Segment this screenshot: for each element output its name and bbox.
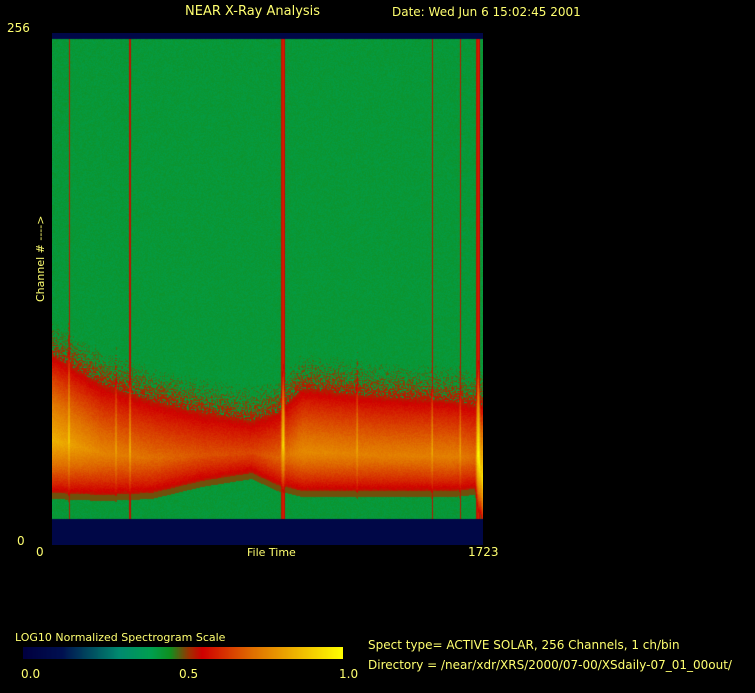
colorscale-label: LOG10 Normalized Spectrogram Scale xyxy=(15,631,226,644)
x-axis-label: File Time xyxy=(247,546,296,559)
spect-type-info: Spect type= ACTIVE SOLAR, 256 Channels, … xyxy=(368,638,680,652)
colorscale-tick-0: 0.0 xyxy=(21,667,41,681)
x-tick-max: 1723 xyxy=(468,545,499,559)
colorscale-tick-05: 0.5 xyxy=(179,667,199,681)
y-tick-min: 0 xyxy=(17,534,25,548)
colorscale-bar xyxy=(23,647,343,659)
date-label: Date: Wed Jun 6 15:02:45 2001 xyxy=(392,5,581,19)
chart-title: NEAR X-Ray Analysis xyxy=(185,4,321,19)
directory-info: Directory = /near/xdr/XRS/2000/07-00/XSd… xyxy=(368,658,732,672)
y-axis-label: Channel # ----> xyxy=(34,215,47,302)
spectrogram-heatmap xyxy=(52,33,483,545)
y-tick-max: 256 xyxy=(7,21,30,35)
colorscale-tick-1: 1.0 xyxy=(339,667,359,681)
x-tick-min: 0 xyxy=(36,545,44,559)
